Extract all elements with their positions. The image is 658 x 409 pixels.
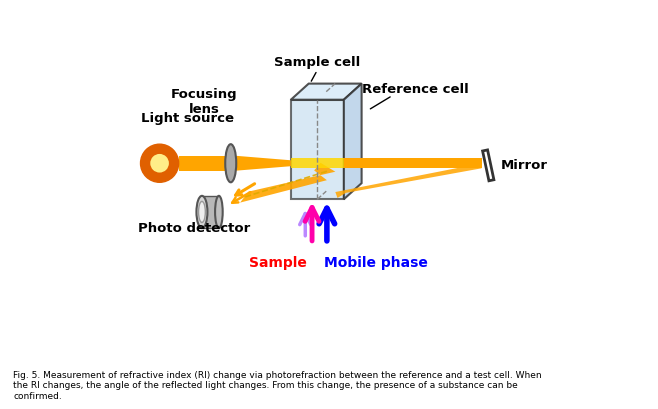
Polygon shape <box>482 150 494 181</box>
Text: Focusing
lens: Focusing lens <box>170 88 238 116</box>
Polygon shape <box>234 155 291 171</box>
Ellipse shape <box>197 196 207 228</box>
Text: Reference cell: Reference cell <box>363 83 469 96</box>
Ellipse shape <box>215 196 222 228</box>
Text: Mobile phase: Mobile phase <box>324 256 428 270</box>
Ellipse shape <box>225 144 236 182</box>
Polygon shape <box>178 155 228 171</box>
Text: Mirror: Mirror <box>501 159 547 172</box>
Polygon shape <box>200 196 219 228</box>
Text: Sample cell: Sample cell <box>274 56 361 69</box>
Polygon shape <box>240 163 336 202</box>
Polygon shape <box>291 100 344 199</box>
Circle shape <box>150 154 169 173</box>
Text: Fig. 5. Measurement of refractive index (RI) change via photorefraction between : Fig. 5. Measurement of refractive index … <box>13 371 542 401</box>
Polygon shape <box>336 163 482 198</box>
Text: Sample: Sample <box>249 256 307 270</box>
Text: Light source: Light source <box>141 112 234 125</box>
Polygon shape <box>291 158 344 169</box>
Polygon shape <box>344 158 482 169</box>
Polygon shape <box>291 83 362 100</box>
Ellipse shape <box>199 201 205 222</box>
Text: Photo detector: Photo detector <box>138 222 251 236</box>
Polygon shape <box>344 83 362 199</box>
Circle shape <box>141 144 178 182</box>
